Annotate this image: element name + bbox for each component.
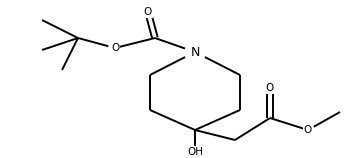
Text: O: O [144,7,152,17]
Text: O: O [266,83,274,93]
Text: O: O [111,43,119,53]
Text: O: O [304,125,312,135]
Text: OH: OH [187,147,203,157]
Text: N: N [190,46,200,58]
